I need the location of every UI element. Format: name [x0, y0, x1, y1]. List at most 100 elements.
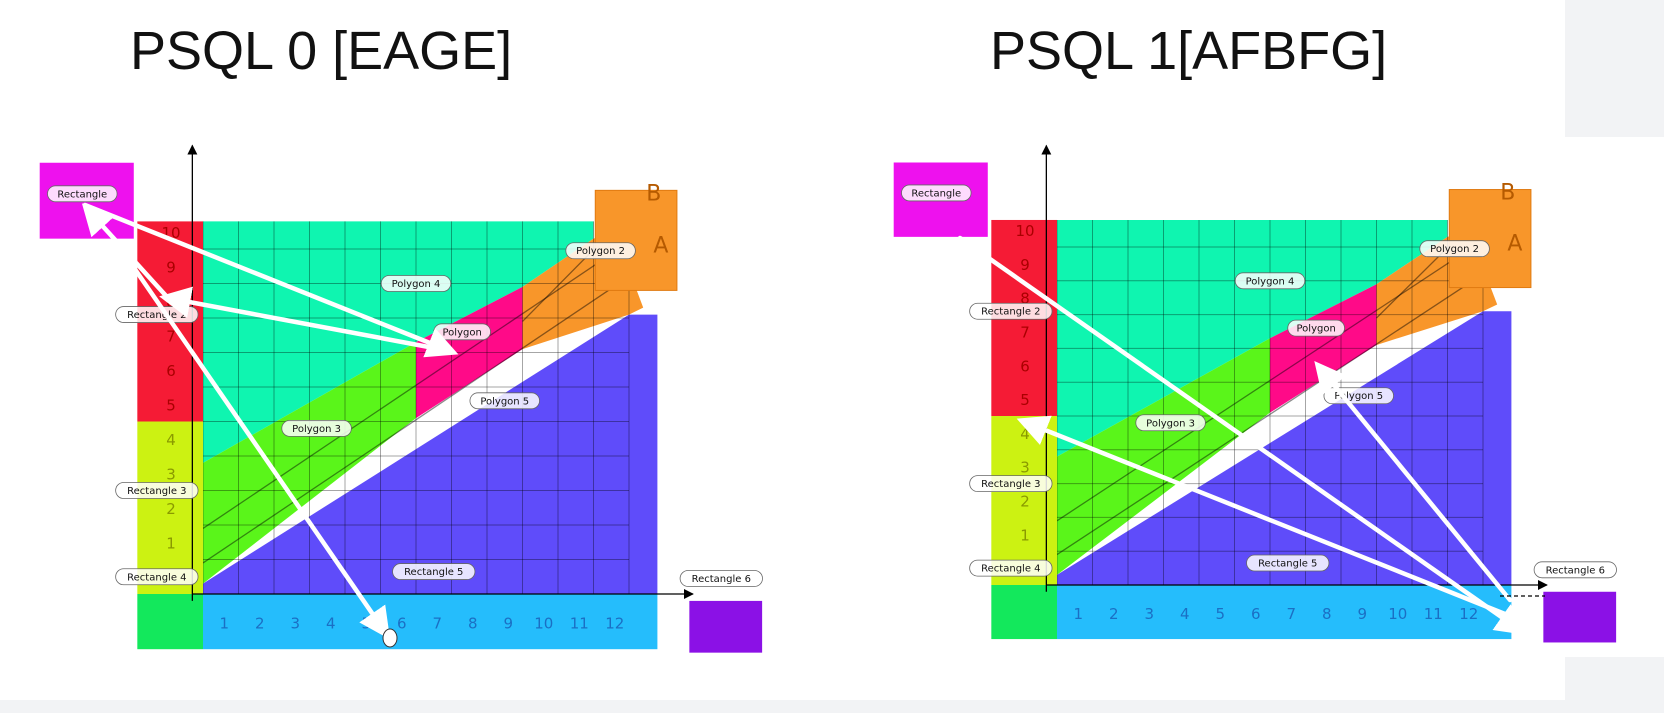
label-text: Rectangle 6 [1546, 565, 1605, 576]
rectangle-4 [991, 585, 1057, 640]
y-tick-label: 9 [166, 258, 176, 276]
y-tick-label: 5 [166, 396, 176, 414]
x-tick-label: 8 [468, 615, 478, 633]
x-tick-label: 8 [1322, 605, 1332, 623]
label-rectangle3: Rectangle 3 [115, 482, 199, 499]
label-rectangle3: Rectangle 3 [969, 475, 1053, 493]
label-rectangle6: Rectangle 6 [1533, 561, 1617, 579]
y-tick-label: 2 [1020, 493, 1030, 511]
label-rectangle4: Rectangle 4 [969, 559, 1053, 577]
label-text: Polygon 4 [1246, 276, 1295, 287]
x-tick-label: 6 [397, 615, 407, 633]
corner-box [1448, 189, 1532, 289]
y-tick-label: 4 [166, 431, 176, 449]
label-text: Polygon [443, 327, 482, 338]
y-tick-label: 3 [166, 465, 176, 483]
label-rectangle5: Rectangle 5 [1246, 554, 1330, 572]
label-text: Polygon 3 [292, 424, 341, 435]
y-tick-label: 3 [1020, 459, 1030, 477]
polygon-3 [203, 342, 416, 584]
x-tick-label: 1 [220, 615, 230, 633]
y-tick-label: 7 [166, 327, 176, 345]
x-tick-label: 4 [1180, 605, 1190, 623]
path-arrow-0-4 [127, 259, 391, 640]
label-text: Rectangle [57, 189, 107, 200]
y-tick-label: 7 [1020, 324, 1030, 342]
y-tick-label: 4 [1020, 425, 1030, 443]
panel-0-title: PSQL 0 [EAGE] [130, 21, 513, 81]
x-tick-label: 5 [1216, 605, 1226, 623]
x-tick-label: 10 [1388, 605, 1407, 623]
polygon-1 [416, 286, 523, 419]
x-tick-label: 3 [1145, 605, 1155, 623]
polygon-5 [203, 314, 658, 594]
label-text: Polygon 2 [576, 246, 625, 257]
x-tick-label: 11 [1424, 605, 1443, 623]
label-text: Polygon 4 [392, 279, 441, 290]
corner-letter-b: B [646, 182, 661, 207]
path-arrow-0-2 [159, 286, 453, 354]
x-tick-label: 9 [504, 615, 514, 633]
x-tick-label: 9 [1358, 605, 1368, 623]
label-text: Rectangle 5 [404, 567, 463, 578]
y-tick-label: 1 [166, 534, 176, 552]
y-tick-label: 10 [1016, 222, 1035, 240]
polygon-1 [1270, 284, 1377, 413]
x-tick-label: 5 [362, 615, 372, 633]
grid [202, 221, 630, 595]
path-arrow-0-1 [82, 202, 459, 358]
label-text: Rectangle 5 [1258, 559, 1317, 570]
label-text: Polygon 5 [480, 396, 529, 407]
label-text: Polygon 5 [1334, 391, 1383, 402]
label-rectangle: Rectangle [47, 185, 118, 203]
path-end-marker [382, 628, 398, 648]
polygon-4 [1057, 220, 1448, 457]
label-text: Rectangle 6 [692, 574, 751, 585]
label-polygon: Polygon [1287, 319, 1345, 337]
x-tick-label: 11 [570, 615, 589, 633]
label-text: Rectangle 3 [127, 486, 186, 497]
label-polygon3: Polygon 3 [281, 419, 352, 437]
label-polygon2: Polygon 2 [565, 242, 636, 260]
rectangle-6 [689, 600, 763, 653]
label-text: Rectangle [911, 188, 961, 199]
x-tick-label: 2 [1109, 605, 1119, 623]
label-text: Polygon 3 [1146, 418, 1195, 429]
x-tick-label: 12 [605, 615, 624, 633]
label-rectangle: Rectangle [901, 184, 972, 202]
label-rectangle5: Rectangle 5 [392, 563, 476, 580]
label-polygon5: Polygon 5 [469, 392, 540, 410]
label-text: Rectangle 3 [981, 479, 1040, 490]
label-rectangle2: Rectangle 2 [115, 306, 199, 323]
x-tick-label: 4 [326, 615, 336, 633]
x-tick-label: 2 [255, 615, 265, 633]
label-polygon4: Polygon 4 [1234, 272, 1306, 290]
label-polygon5: Polygon 5 [1323, 387, 1394, 405]
corner-letter-a: A [1507, 231, 1522, 256]
panel-0: 1 2 3 4 5 6 7 8 9 10 11 1212345678910BARectangleRec… [39, 144, 763, 653]
rectangle-5 [1057, 585, 1512, 640]
x-tick-label: 7 [1287, 605, 1297, 623]
y-tick-label: 2 [166, 500, 176, 518]
x-tick-label: 6 [1251, 605, 1261, 623]
panel-1-title: PSQL 1[AFBFG] [990, 21, 1388, 81]
y-tick-label: 5 [1020, 391, 1030, 409]
label-rectangle4: Rectangle 4 [115, 568, 199, 586]
label-text: Rectangle 2 [127, 310, 186, 321]
corner-letter-a: A [653, 233, 668, 258]
label-text: Rectangle 4 [981, 564, 1040, 575]
label-text: Polygon 2 [1430, 244, 1479, 255]
label-rectangle2: Rectangle 2 [969, 302, 1053, 320]
rectangle-4 [137, 594, 203, 650]
corner-letter-b: B [1500, 181, 1515, 206]
polygon-5 [1057, 311, 1512, 585]
label-text: Polygon [1297, 324, 1336, 335]
x-tick-label: 7 [433, 615, 443, 633]
y-tick-label: 8 [1020, 290, 1030, 308]
path-arrow-0-3 [81, 203, 171, 301]
x-tick-label: 10 [534, 615, 553, 633]
polygon-3 [1057, 338, 1270, 575]
label-text: Rectangle 4 [127, 572, 186, 583]
label-polygon2: Polygon 2 [1419, 240, 1490, 258]
